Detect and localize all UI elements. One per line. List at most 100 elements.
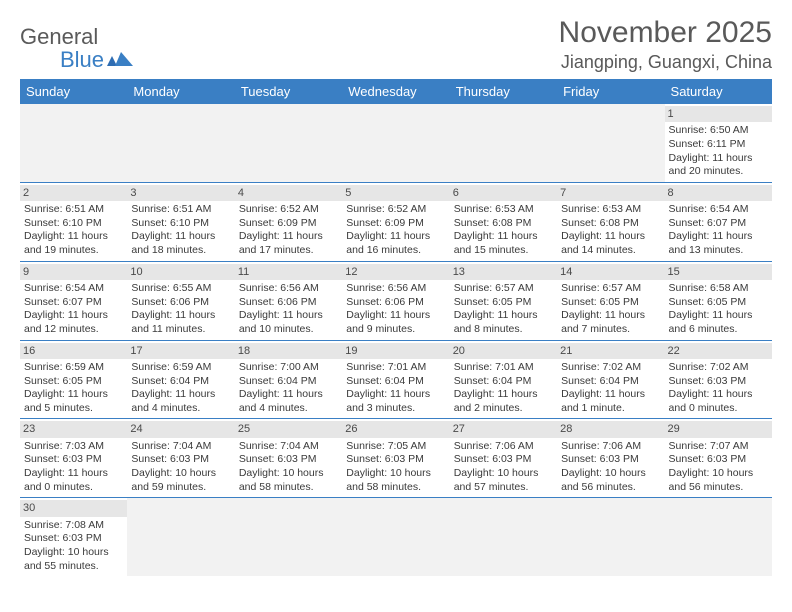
day-number: 23 bbox=[20, 421, 127, 437]
daylight-line: Daylight: 11 hours and 18 minutes. bbox=[131, 230, 230, 257]
sunrise-line: Sunrise: 7:02 AM bbox=[561, 361, 660, 375]
title-block: November 2025 Jiangping, Guangxi, China bbox=[559, 16, 772, 73]
day-number: 19 bbox=[342, 343, 449, 359]
day-cell: 25Sunrise: 7:04 AMSunset: 6:03 PMDayligh… bbox=[235, 419, 342, 497]
daylight-line: Daylight: 10 hours and 55 minutes. bbox=[24, 546, 123, 573]
day-cell: 18Sunrise: 7:00 AMSunset: 6:04 PMDayligh… bbox=[235, 341, 342, 419]
day-number: 2 bbox=[20, 185, 127, 201]
sunset-line: Sunset: 6:07 PM bbox=[669, 217, 768, 231]
day-cell: 19Sunrise: 7:01 AMSunset: 6:04 PMDayligh… bbox=[342, 341, 449, 419]
day-number: 29 bbox=[665, 421, 772, 437]
day-cell: 27 Sunrise: 7:06 AMSunset: 6:03 PMDayligh… bbox=[450, 419, 557, 497]
sunset-line: Sunset: 6:05 PM bbox=[669, 296, 768, 310]
day-number: 27 bbox=[450, 421, 557, 437]
day-cell: 28Sunrise: 7:06 AMSunset: 6:03 PMDayligh… bbox=[557, 419, 664, 497]
day-number: 8 bbox=[665, 185, 772, 201]
day-number: 30 bbox=[20, 500, 127, 516]
daylight-line: Daylight: 10 hours and 57 minutes. bbox=[454, 467, 553, 494]
day-cell: 11Sunrise: 6:56 AMSunset: 6:06 PMDayligh… bbox=[235, 262, 342, 340]
daylight-line: Daylight: 11 hours and 4 minutes. bbox=[131, 388, 230, 415]
day-cell: 10Sunrise: 6:55 AMSunset: 6:06 PMDayligh… bbox=[127, 262, 234, 340]
sunset-line: Sunset: 6:07 PM bbox=[24, 296, 123, 310]
daylight-line: Daylight: 11 hours and 10 minutes. bbox=[239, 309, 338, 336]
day-cell: 24Sunrise: 7:04 AMSunset: 6:03 PMDayligh… bbox=[127, 419, 234, 497]
daylight-line: Daylight: 11 hours and 7 minutes. bbox=[561, 309, 660, 336]
sunrise-line: Sunrise: 7:06 AM bbox=[454, 440, 553, 454]
day-cell: 21Sunrise: 7:02 AMSunset: 6:04 PMDayligh… bbox=[557, 341, 664, 419]
sunset-line: Sunset: 6:05 PM bbox=[561, 296, 660, 310]
day-cell: 8Sunrise: 6:54 AMSunset: 6:07 PMDaylight… bbox=[665, 183, 772, 261]
day-cell: 3Sunrise: 6:51 AMSunset: 6:10 PMDaylight… bbox=[127, 183, 234, 261]
daylight-line: Daylight: 11 hours and 17 minutes. bbox=[239, 230, 338, 257]
day-cell bbox=[127, 498, 234, 576]
sunrise-line: Sunrise: 6:54 AM bbox=[669, 203, 768, 217]
logo: General Blue bbox=[20, 26, 133, 72]
day-number: 4 bbox=[235, 185, 342, 201]
day-cell bbox=[450, 104, 557, 182]
flag-icon bbox=[107, 50, 133, 72]
week-row: 1Sunrise: 6:50 AMSunset: 6:11 PMDaylight… bbox=[20, 104, 772, 183]
weekday-header-row: SundayMondayTuesdayWednesdayThursdayFrid… bbox=[20, 79, 772, 104]
sunrise-line: Sunrise: 6:50 AM bbox=[669, 124, 768, 138]
day-cell: 1Sunrise: 6:50 AMSunset: 6:11 PMDaylight… bbox=[665, 104, 772, 182]
daylight-line: Daylight: 11 hours and 19 minutes. bbox=[24, 230, 123, 257]
sunrise-line: Sunrise: 6:57 AM bbox=[561, 282, 660, 296]
day-cell bbox=[557, 104, 664, 182]
week-row: 16Sunrise: 6:59 AMSunset: 6:05 PMDayligh… bbox=[20, 341, 772, 420]
day-number: 15 bbox=[665, 264, 772, 280]
day-number: 3 bbox=[127, 185, 234, 201]
daylight-line: Daylight: 11 hours and 11 minutes. bbox=[131, 309, 230, 336]
day-cell: 17 Sunrise: 6:59 AMSunset: 6:04 PMDayligh… bbox=[127, 341, 234, 419]
day-number: 12 bbox=[342, 264, 449, 280]
day-cell: 23Sunrise: 7:03 AMSunset: 6:03 PMDayligh… bbox=[20, 419, 127, 497]
day-number: 1 bbox=[665, 106, 772, 122]
day-number: 22 bbox=[665, 343, 772, 359]
sunset-line: Sunset: 6:03 PM bbox=[454, 453, 553, 467]
weekday-header: Sunday bbox=[20, 79, 127, 104]
sunset-line: Sunset: 6:04 PM bbox=[131, 375, 230, 389]
sunset-line: Sunset: 6:04 PM bbox=[561, 375, 660, 389]
sunrise-line: Sunrise: 6:57 AM bbox=[454, 282, 553, 296]
day-cell: 12Sunrise: 6:56 AMSunset: 6:06 PMDayligh… bbox=[342, 262, 449, 340]
sunrise-line: Sunrise: 6:53 AM bbox=[561, 203, 660, 217]
daylight-line: Daylight: 11 hours and 14 minutes. bbox=[561, 230, 660, 257]
day-cell bbox=[235, 498, 342, 576]
sunset-line: Sunset: 6:08 PM bbox=[454, 217, 553, 231]
day-cell: 15Sunrise: 6:58 AMSunset: 6:05 PMDayligh… bbox=[665, 262, 772, 340]
page-header: General Blue November 2025 Jiangping, Gu… bbox=[20, 16, 772, 73]
day-cell: 26Sunrise: 7:05 AMSunset: 6:03 PMDayligh… bbox=[342, 419, 449, 497]
day-cell: 29Sunrise: 7:07 AMSunset: 6:03 PMDayligh… bbox=[665, 419, 772, 497]
day-cell: 7 Sunrise: 6:53 AMSunset: 6:08 PMDaylight… bbox=[557, 183, 664, 261]
sunset-line: Sunset: 6:10 PM bbox=[131, 217, 230, 231]
day-cell bbox=[450, 498, 557, 576]
sunrise-line: Sunrise: 6:59 AM bbox=[24, 361, 123, 375]
day-cell: 30Sunrise: 7:08 AMSunset: 6:03 PMDayligh… bbox=[20, 498, 127, 576]
sunrise-line: Sunrise: 6:56 AM bbox=[346, 282, 445, 296]
sunrise-line: Sunrise: 7:06 AM bbox=[561, 440, 660, 454]
daylight-line: Daylight: 10 hours and 58 minutes. bbox=[346, 467, 445, 494]
weekday-header: Monday bbox=[127, 79, 234, 104]
sunset-line: Sunset: 6:08 PM bbox=[561, 217, 660, 231]
day-number: 17 bbox=[127, 343, 234, 359]
month-title: November 2025 bbox=[559, 16, 772, 50]
day-number: 7 bbox=[557, 185, 664, 201]
sunset-line: Sunset: 6:05 PM bbox=[454, 296, 553, 310]
day-number: 14 bbox=[557, 264, 664, 280]
sunrise-line: Sunrise: 6:59 AM bbox=[131, 361, 230, 375]
sunset-line: Sunset: 6:06 PM bbox=[346, 296, 445, 310]
weeks-container: 1Sunrise: 6:50 AMSunset: 6:11 PMDaylight… bbox=[20, 104, 772, 576]
sunrise-line: Sunrise: 7:05 AM bbox=[346, 440, 445, 454]
week-row: 2Sunrise: 6:51 AMSunset: 6:10 PMDaylight… bbox=[20, 183, 772, 262]
day-cell: 14 Sunrise: 6:57 AMSunset: 6:05 PMDayligh… bbox=[557, 262, 664, 340]
sunrise-line: Sunrise: 6:54 AM bbox=[24, 282, 123, 296]
day-number: 18 bbox=[235, 343, 342, 359]
weekday-header: Thursday bbox=[450, 79, 557, 104]
day-cell bbox=[557, 498, 664, 576]
day-cell bbox=[235, 104, 342, 182]
day-number: 5 bbox=[342, 185, 449, 201]
sunrise-line: Sunrise: 7:04 AM bbox=[131, 440, 230, 454]
day-cell: 2Sunrise: 6:51 AMSunset: 6:10 PMDaylight… bbox=[20, 183, 127, 261]
daylight-line: Daylight: 11 hours and 6 minutes. bbox=[669, 309, 768, 336]
sunset-line: Sunset: 6:04 PM bbox=[346, 375, 445, 389]
day-number: 24 bbox=[127, 421, 234, 437]
